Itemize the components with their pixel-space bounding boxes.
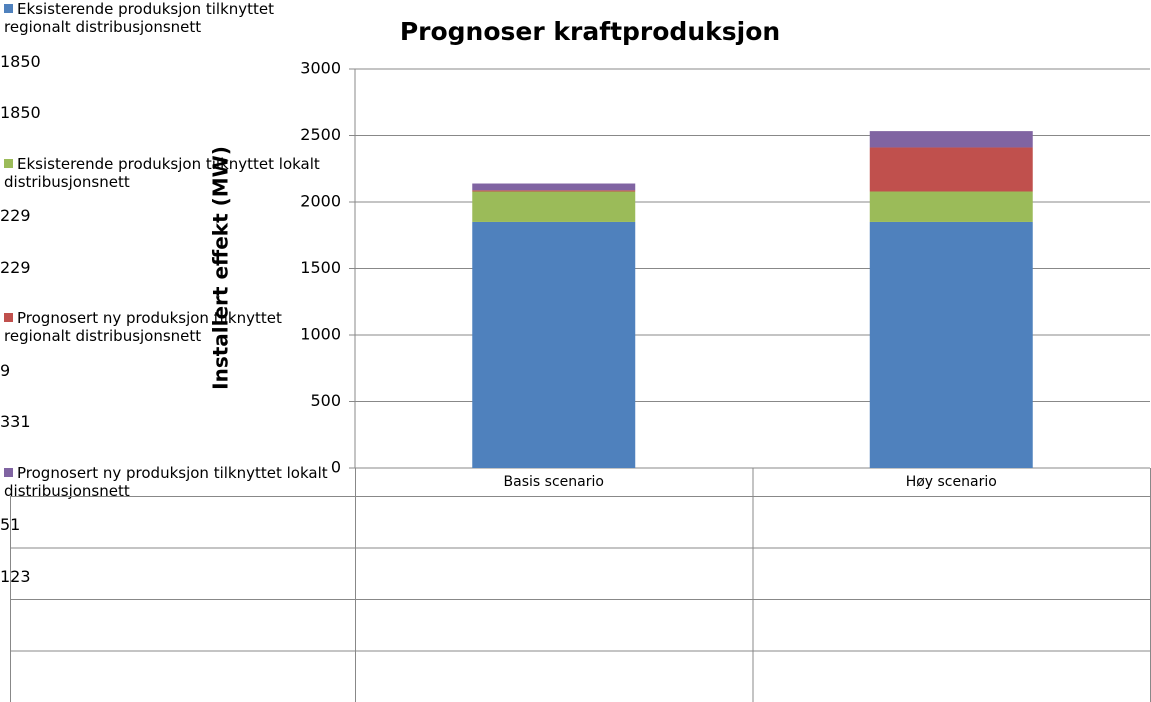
bar-segment: [869, 131, 1033, 148]
bar-segment: [869, 221, 1033, 468]
chart-title: Prognoser kraftproduksjon: [400, 17, 780, 46]
y-tick-label: 0: [331, 458, 341, 477]
legend-label: Eksisterende produksjon tilknyttet regio…: [4, 0, 275, 36]
table-value: 123: [0, 566, 31, 586]
legend-swatch: [4, 467, 13, 477]
bar-segment: [472, 190, 636, 192]
legend-swatch: [4, 158, 13, 168]
legend-label: Eksisterende produksjon tilknyttet lokal…: [4, 154, 320, 191]
legend-swatch: [4, 4, 13, 13]
legend-label: Prognosert ny produksjon tilknyttet regi…: [4, 309, 282, 345]
table-value: 229: [0, 206, 31, 225]
legend-cell: Prognosert ny produksjon tilknyttet loka…: [0, 464, 349, 516]
bar-segment: [472, 221, 636, 468]
table-value: 331: [0, 412, 31, 431]
y-tick-label: 1000: [300, 325, 341, 344]
bar-segment: [472, 191, 636, 222]
legend-cell: Prognosert ny produksjon tilknyttet regi…: [0, 309, 349, 361]
legend-entry: Eksisterende produksjon tilknyttet regio…: [4, 0, 329, 36]
legend-swatch: [4, 313, 13, 322]
legend-entry: Eksisterende produksjon tilknyttet lokal…: [4, 155, 329, 191]
table-value: 1850: [0, 51, 41, 71]
y-axis-title: Installert effekt (MW): [209, 146, 233, 390]
legend-cell: Eksisterende produksjon tilknyttet regio…: [0, 0, 349, 52]
y-tick-label: 2500: [300, 125, 341, 144]
table-value: 9: [0, 360, 11, 380]
x-tick-label: Høy scenario: [906, 474, 997, 490]
y-tick-label: 500: [310, 391, 341, 410]
bar-segment: [472, 183, 636, 191]
bar-segment: [869, 191, 1033, 222]
y-tick-label: 2000: [300, 192, 341, 211]
bar-segment: [869, 147, 1033, 192]
table-value: 1850: [0, 103, 41, 122]
legend-entry: Prognosert ny produksjon tilknyttet regi…: [4, 309, 329, 345]
legend-entry: Prognosert ny produksjon tilknyttet loka…: [4, 464, 329, 500]
table-value: 229: [0, 257, 31, 277]
x-tick-label: Basis scenario: [504, 474, 604, 490]
legend-label: Prognosert ny produksjon tilknyttet loka…: [4, 463, 328, 500]
y-tick-label: 3000: [300, 59, 341, 78]
y-tick-label: 1500: [300, 258, 341, 277]
legend-cell: Eksisterende produksjon tilknyttet lokal…: [0, 155, 349, 207]
